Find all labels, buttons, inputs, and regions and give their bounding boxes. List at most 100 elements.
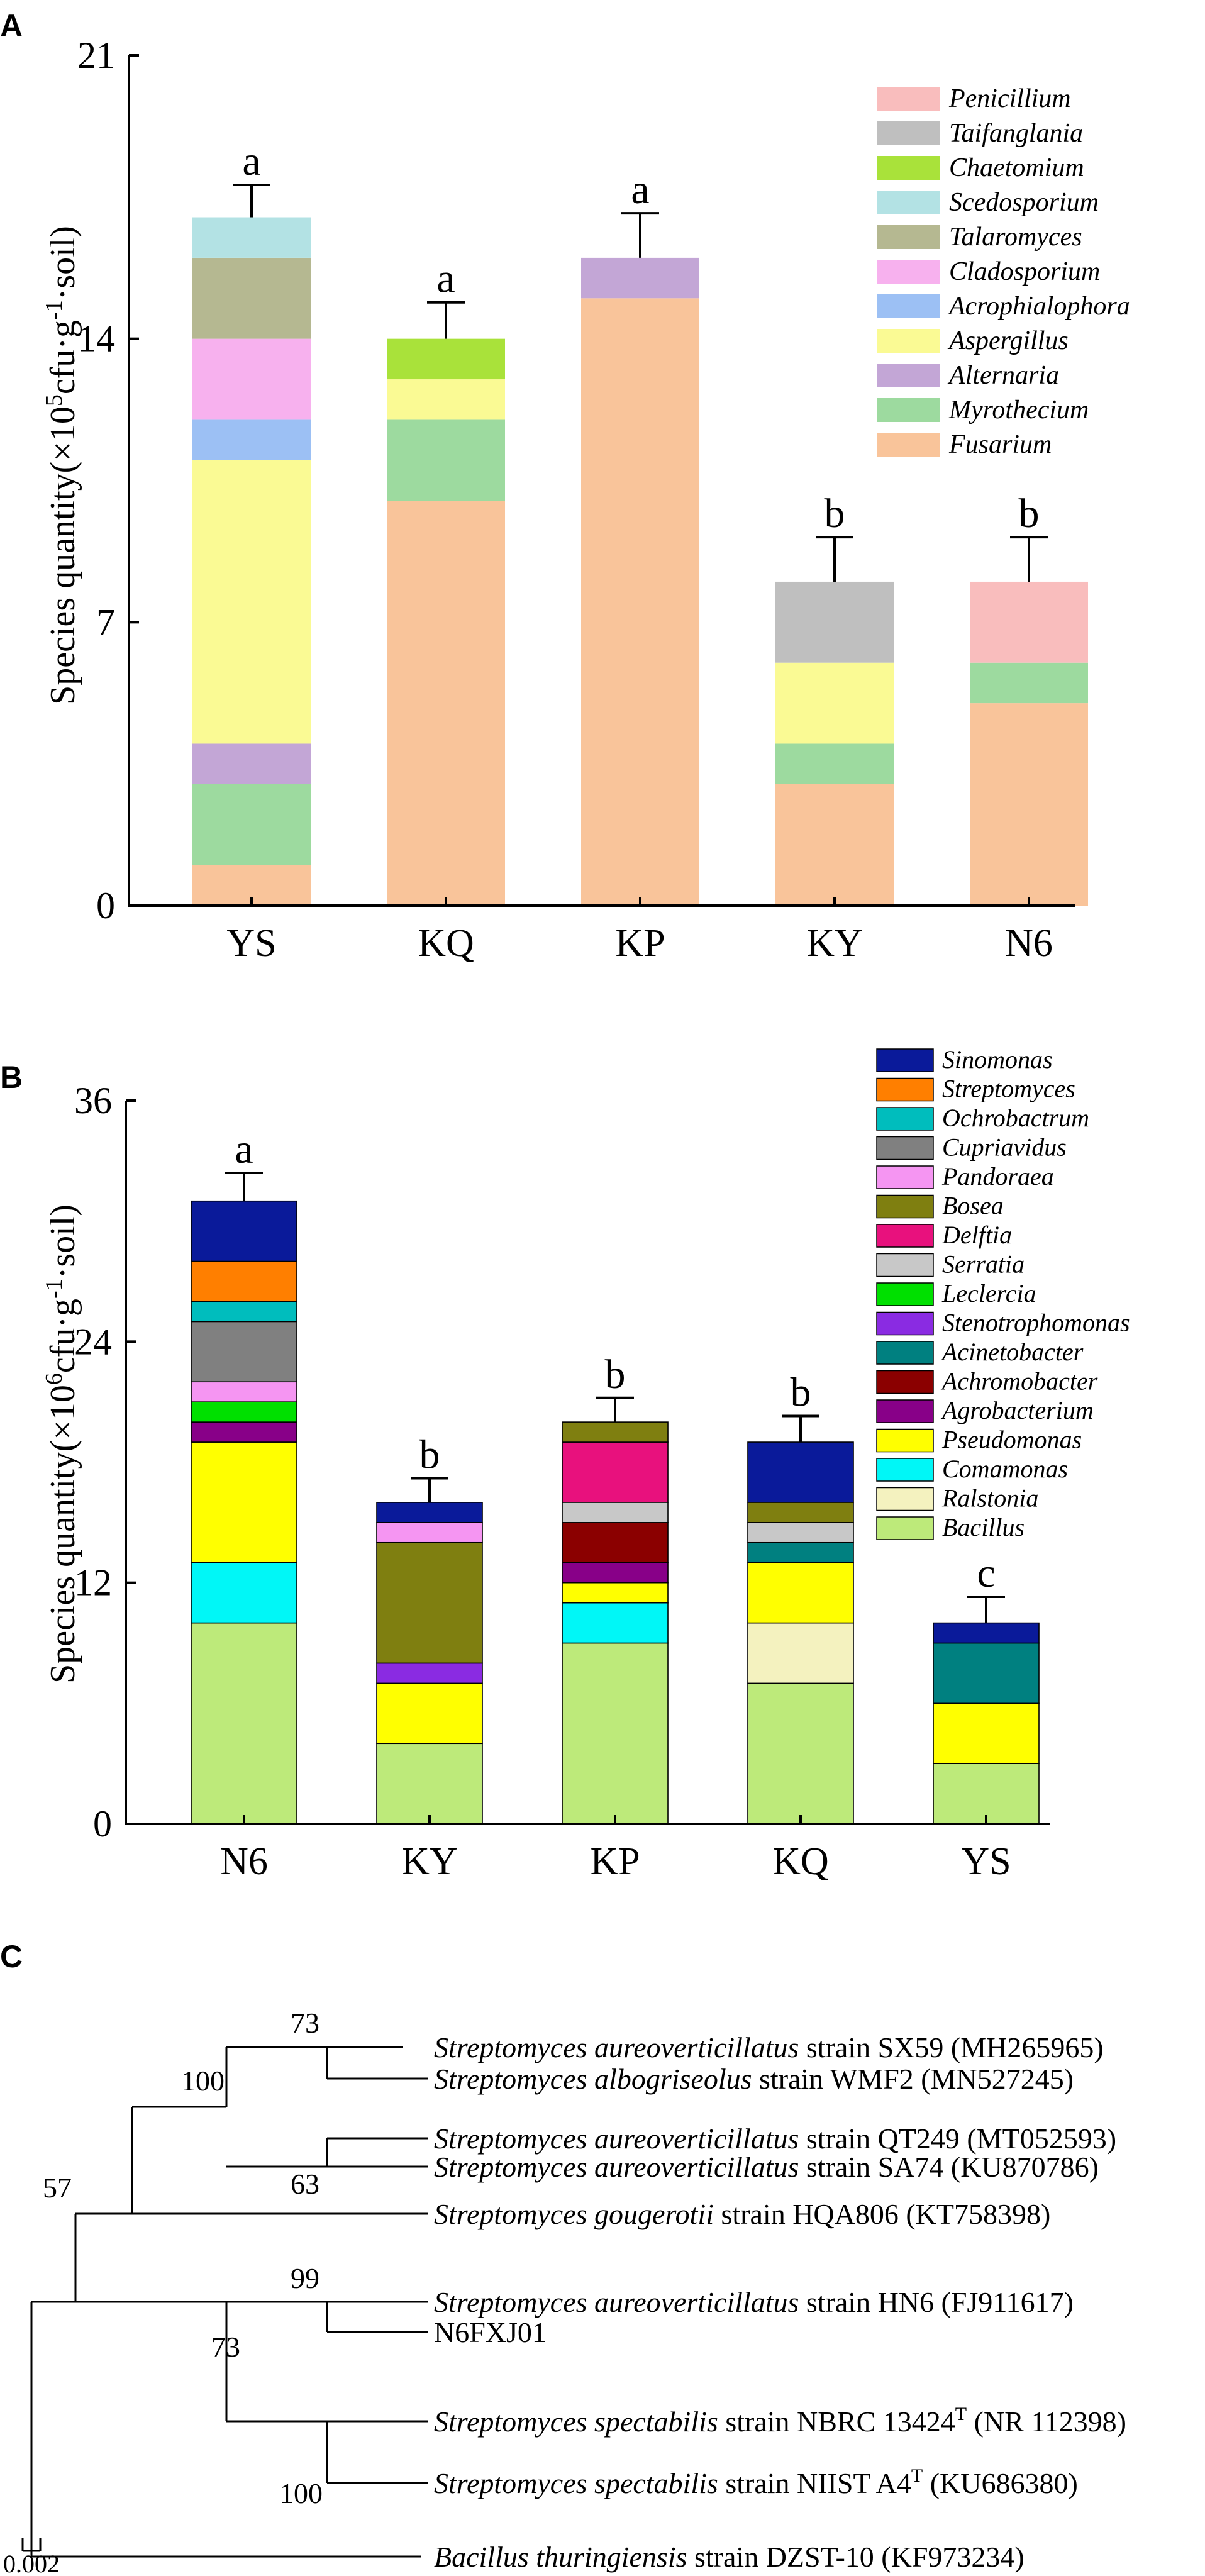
x-tick-label: N6: [1005, 922, 1053, 965]
tree-leaf: Streptomyces aureoverticillatus strain H…: [434, 2286, 1074, 2318]
legend-label: Alternaria: [947, 361, 1059, 390]
tree-leaf: Streptomyces albogriseolus strain WMF2 (…: [434, 2063, 1074, 2095]
legend-label: Serratia: [942, 1250, 1025, 1279]
tree-leaf: Streptomyces gougerotii strain HQA806 (K…: [434, 2198, 1050, 2230]
legend-label: Sinomonas: [942, 1045, 1053, 1074]
chart-b-axes: N6 KY KP KQ YS 0 12 24 36: [74, 1080, 1050, 1883]
bar-segment-talaromyces: [192, 257, 311, 339]
bar-segment-stenotrophomonas: [376, 1662, 483, 1684]
bar-segment-bacillus: [933, 1763, 1040, 1824]
x-tick-label: YS: [961, 1840, 1011, 1883]
bar-segment-sinomonas: [376, 1502, 483, 1523]
legend-label: Comamonas: [942, 1455, 1068, 1483]
x-tick-label: KP: [615, 922, 665, 965]
tree-branches: [30, 2046, 428, 2558]
panel-label-b: B: [0, 1060, 23, 1095]
error-bar: [1010, 536, 1048, 582]
legend-swatch: [876, 1107, 934, 1131]
bootstrap-values: 73 100 63 57 99 73 100: [43, 2007, 323, 2509]
bar-segment-ralstonia: [747, 1622, 854, 1684]
bar-segment-myrothecium: [775, 743, 894, 784]
tree-leaf: Streptomyces aureoverticillatus strain S…: [434, 2151, 1099, 2183]
legend-label: Acrophialophora: [947, 292, 1130, 321]
bootstrap-value: 63: [291, 2168, 319, 2200]
legend-label: Penicillium: [948, 84, 1071, 113]
legend-swatch: [877, 87, 940, 111]
legend-label: Scedosporium: [949, 188, 1099, 217]
error-bar: [782, 1414, 819, 1443]
error-bar: [596, 1396, 634, 1423]
chart-panel-a: A a a a b b YS KQ KP KY N6 0 7 14 21 Penicillium Taif…: [0, 8, 1130, 965]
panel-label-a: A: [0, 8, 23, 43]
bar-segment-comamonas: [191, 1562, 297, 1624]
bar-segment-acrophialophora: [192, 419, 311, 460]
bar-segment-sinomonas: [191, 1200, 297, 1262]
legend-swatch: [876, 1253, 934, 1277]
bar-segment-fusarium: [970, 703, 1088, 906]
legend-label: Agrobacterium: [940, 1396, 1094, 1424]
bar-segment-pandoraea: [376, 1522, 483, 1543]
bar-segment-achromobacter: [562, 1522, 669, 1563]
legend-label: Chaetomium: [949, 153, 1084, 182]
legend-swatch: [876, 1282, 934, 1306]
bar-segment-chaetomium: [387, 338, 505, 380]
significance-letter: b: [605, 1352, 626, 1397]
legend-label: Myrothecium: [948, 396, 1089, 425]
legend-label: Ralstonia: [941, 1484, 1038, 1513]
bootstrap-value: 73: [291, 2007, 319, 2039]
error-bar: [816, 536, 853, 582]
legend-swatch: [876, 1048, 934, 1072]
significance-letter: a: [242, 138, 260, 184]
bar-segment-pseudomonas: [747, 1562, 854, 1624]
error-bar: [225, 1172, 263, 1201]
y-tick-label: 7: [96, 601, 115, 643]
chart-panel-b: B a b b b c N6 KY KP KQ YS 0 12 24 36 SinomonasStrep…: [0, 1045, 1130, 1883]
bar-segment-bosea: [376, 1541, 483, 1664]
chart-b-legend: SinomonasStreptomycesOchrobactrumCupriav…: [876, 1045, 1130, 1541]
legend-swatch: [876, 1487, 934, 1511]
chart-a-axes: YS KQ KP KY N6 0 7 14 21: [77, 35, 1075, 965]
legend-swatch: [876, 1136, 934, 1160]
bar-segment-myrothecium: [192, 784, 311, 865]
legend-swatch: [876, 1516, 934, 1540]
bar-segment-pseudomonas: [376, 1682, 483, 1745]
legend-label: Bosea: [942, 1192, 1004, 1220]
chart-a-bars: a a a b b: [192, 138, 1088, 906]
legend-label: Achromobacter: [940, 1367, 1098, 1396]
bar-segment-myrothecium: [387, 419, 505, 501]
bar-segment-alternaria: [581, 257, 699, 299]
error-bar: [233, 184, 270, 218]
bar-segment-pandoraea: [191, 1381, 297, 1402]
bar-segment-scedosporium: [192, 217, 311, 258]
x-tick-label: KP: [590, 1840, 640, 1883]
chart-a-legend: Penicillium Taifanglania Chaetomium Scedosp…: [877, 84, 1130, 459]
legend-label: Streptomyces: [942, 1075, 1075, 1103]
error-bar: [967, 1596, 1005, 1623]
bar-segment-serratia: [562, 1502, 669, 1523]
significance-letter: a: [235, 1126, 253, 1172]
panel-label-c: C: [0, 1939, 23, 1974]
legend-swatch: [876, 1370, 934, 1394]
bar-segment-leclercia: [191, 1401, 297, 1423]
legend-swatch: [876, 1428, 934, 1453]
y-tick-label: 0: [96, 885, 115, 926]
tree-leaf: Streptomyces spectabilis strain NIIST A4…: [434, 2465, 1078, 2499]
legend-label: Fusarium: [948, 430, 1052, 459]
bar-segment-bosea: [747, 1502, 854, 1523]
legend-label: Taifanglania: [949, 119, 1083, 148]
y-tick-label: 0: [93, 1803, 112, 1845]
bar-segment-pseudomonas: [933, 1702, 1040, 1764]
legend-label: Cupriavidus: [942, 1133, 1067, 1162]
bar-segment-agrobacterium: [562, 1562, 669, 1584]
legend-swatch: [877, 191, 940, 214]
x-tick-label: N6: [220, 1840, 268, 1883]
y-tick-label: 14: [77, 318, 115, 360]
tree-leaf: Streptomyces aureoverticillatus strain S…: [434, 2031, 1104, 2063]
x-tick-label: KQ: [418, 922, 474, 965]
bar-segment-aspergillus: [775, 662, 894, 744]
bar-segment-delftia: [562, 1441, 669, 1503]
legend-label: Aspergillus: [947, 326, 1069, 355]
chart-b-y-axis-label: Species quantity(×106cfu·g-1·soil): [41, 1204, 82, 1684]
bootstrap-value: 100: [181, 2065, 225, 2097]
bar-segment-acinetobacter: [933, 1642, 1040, 1704]
